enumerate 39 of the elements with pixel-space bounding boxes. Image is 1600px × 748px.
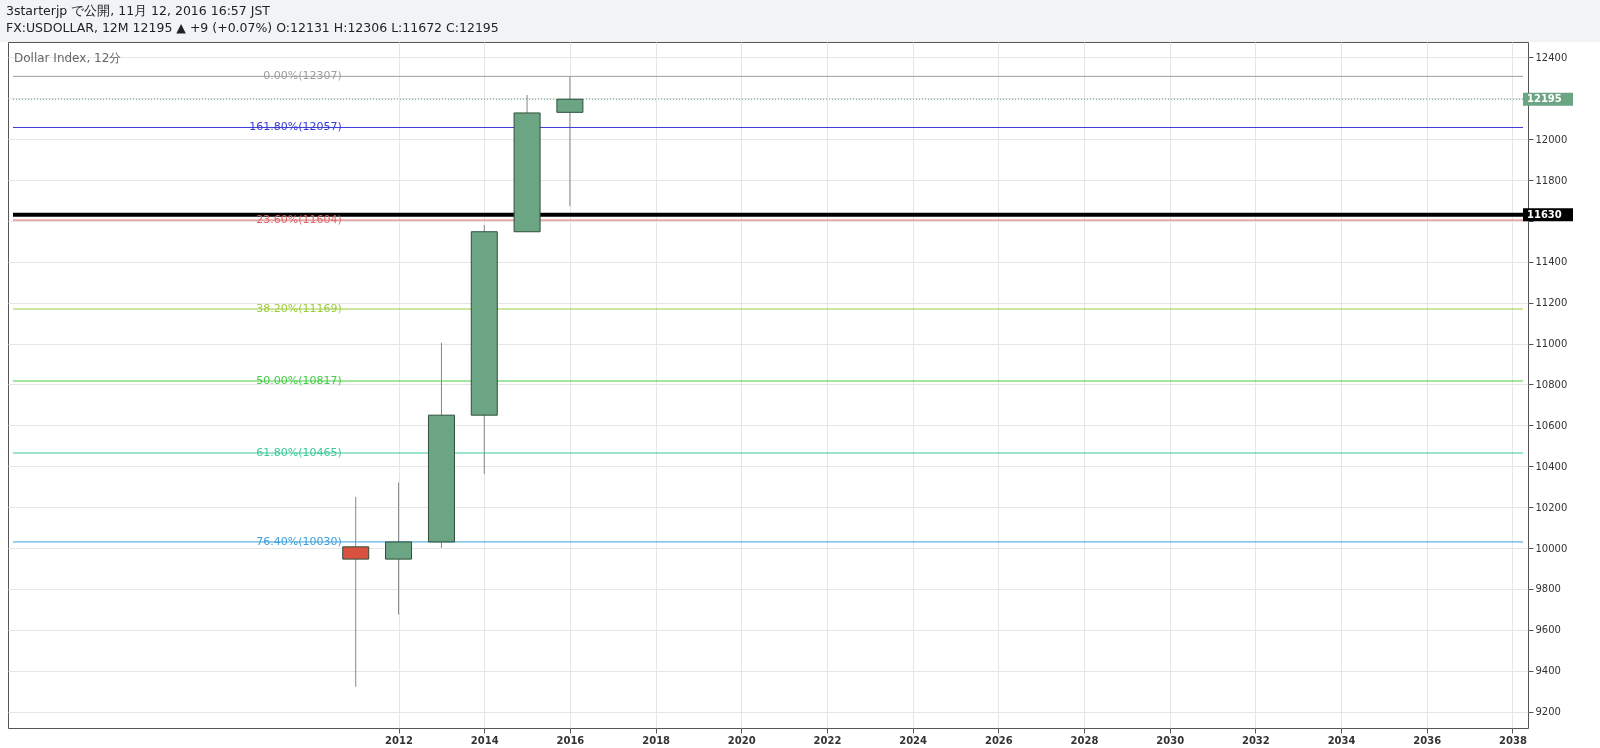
x-tick-label: 2018	[642, 734, 671, 746]
y-tick-label: 10400	[1535, 460, 1568, 472]
y-tick-label: 10000	[1535, 542, 1568, 554]
y-tick-label: 11800	[1535, 174, 1568, 186]
text: 3starterjp で公開, 11月 12, 2016 16:57 JST	[6, 2, 271, 19]
y-tick-label: 9400	[1535, 665, 1561, 677]
x-tick-label: 2028	[1070, 734, 1099, 746]
x-tick-label: 2016	[556, 734, 585, 746]
y-tick-label: 10600	[1535, 419, 1568, 431]
ref-line-label: 12195	[1527, 93, 1562, 105]
y-tick-label: 10800	[1535, 378, 1568, 390]
x-tick-label: 2012	[385, 734, 413, 746]
ref-line-label: 38.20%(11169)	[256, 302, 342, 316]
x-tick-label: 2032	[1241, 734, 1270, 746]
y-tick-label: 10200	[1535, 501, 1568, 513]
y-tick-label: 11400	[1535, 256, 1568, 268]
candlestick	[342, 496, 370, 688]
text: Dollar Index, 12分	[14, 50, 122, 67]
y-tick-label: 12000	[1535, 133, 1568, 145]
ref-line-label: 61.80%(10465)	[256, 445, 342, 459]
y-tick-label: 11000	[1535, 338, 1568, 350]
x-tick-label: 2020	[727, 734, 756, 746]
y-tick-label: 9800	[1535, 583, 1561, 595]
ref-line-label: 11630	[1527, 208, 1562, 220]
text: FX:USDOLLAR, 12M 12195 ▲ +9 (+0.07%) O:12131 H:12306 L:11672 C:12195	[6, 19, 500, 36]
y-tick-label: 9600	[1535, 624, 1561, 636]
y-tick-label: 9200	[1535, 706, 1561, 718]
x-tick-label: 2014	[470, 734, 499, 746]
x-tick-label: 2036	[1413, 734, 1442, 746]
x-tick-label: 2026	[984, 734, 1013, 746]
y-tick-label: 12400	[1535, 51, 1568, 63]
candlestick	[556, 76, 584, 207]
x-tick-label: 2030	[1156, 734, 1185, 746]
ref-line-label: 50.00%(10817)	[256, 374, 342, 388]
x-tick-label: 2022	[813, 734, 842, 746]
x-tick-label: 2024	[899, 734, 928, 746]
x-tick-label: 2038	[1499, 734, 1527, 746]
x-tick-label: 2034	[1327, 734, 1356, 746]
y-tick-label: 11200	[1535, 297, 1568, 309]
